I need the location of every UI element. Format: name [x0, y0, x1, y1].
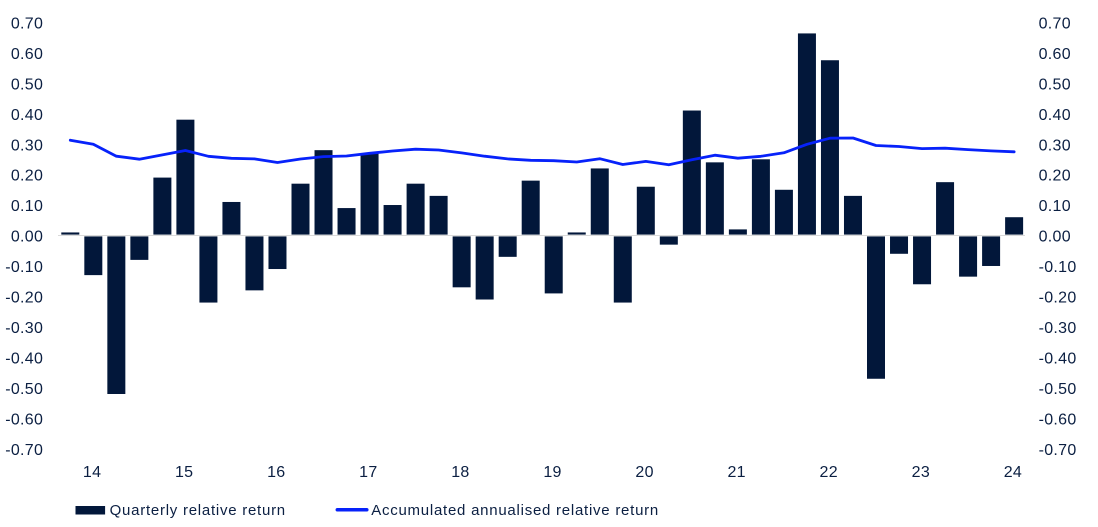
- svg-text:-0.40: -0.40: [5, 351, 43, 368]
- svg-text:0.10: 0.10: [1039, 198, 1071, 215]
- svg-text:0.10: 0.10: [11, 198, 43, 215]
- svg-text:22: 22: [820, 464, 838, 481]
- svg-text:0.20: 0.20: [1039, 168, 1071, 185]
- svg-text:0.50: 0.50: [1039, 76, 1071, 93]
- svg-text:0.30: 0.30: [11, 137, 43, 154]
- svg-text:-0.60: -0.60: [1039, 412, 1077, 429]
- svg-text:-0.60: -0.60: [5, 412, 43, 429]
- svg-text:0.50: 0.50: [11, 76, 43, 93]
- svg-text:0.00: 0.00: [1039, 229, 1071, 246]
- svg-text:18: 18: [451, 464, 469, 481]
- svg-text:-0.10: -0.10: [5, 259, 43, 276]
- svg-text:0.70: 0.70: [11, 15, 43, 32]
- svg-text:-0.10: -0.10: [1039, 259, 1077, 276]
- svg-text:0.30: 0.30: [1039, 137, 1071, 154]
- svg-text:0.40: 0.40: [11, 107, 43, 124]
- svg-text:-0.30: -0.30: [5, 320, 43, 337]
- svg-text:15: 15: [175, 464, 193, 481]
- svg-text:16: 16: [267, 464, 285, 481]
- svg-text:-0.20: -0.20: [1039, 290, 1077, 307]
- svg-text:Accumulated annualised relativ: Accumulated annualised relative return: [371, 502, 659, 519]
- svg-text:-0.30: -0.30: [1039, 320, 1077, 337]
- svg-text:14: 14: [83, 464, 101, 481]
- svg-text:Quarterly relative return: Quarterly relative return: [110, 502, 286, 519]
- svg-text:0.60: 0.60: [1039, 46, 1071, 63]
- svg-text:17: 17: [359, 464, 377, 481]
- svg-text:19: 19: [543, 464, 561, 481]
- svg-text:0.40: 0.40: [1039, 107, 1071, 124]
- svg-text:-0.70: -0.70: [5, 442, 43, 459]
- svg-text:-0.20: -0.20: [5, 290, 43, 307]
- svg-text:0.20: 0.20: [11, 168, 43, 185]
- svg-text:0.60: 0.60: [11, 46, 43, 63]
- svg-text:20: 20: [635, 464, 653, 481]
- svg-text:-0.50: -0.50: [1039, 381, 1077, 398]
- svg-text:21: 21: [727, 464, 745, 481]
- svg-text:-0.40: -0.40: [1039, 351, 1077, 368]
- svg-text:23: 23: [912, 464, 930, 481]
- svg-text:-0.70: -0.70: [1039, 442, 1077, 459]
- svg-text:0.00: 0.00: [11, 229, 43, 246]
- svg-text:0.70: 0.70: [1039, 15, 1071, 32]
- svg-text:24: 24: [1004, 464, 1022, 481]
- svg-text:-0.50: -0.50: [5, 381, 43, 398]
